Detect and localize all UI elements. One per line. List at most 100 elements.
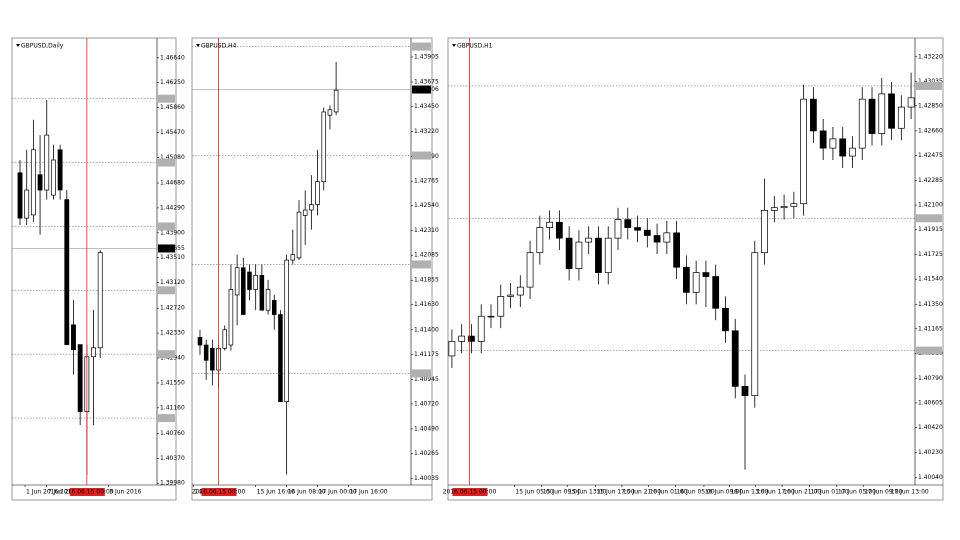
- candle-body: [546, 221, 553, 228]
- candle-body: [839, 138, 847, 157]
- x-tick-label: 16 Jun 17:00: [757, 489, 795, 496]
- candle-body: [565, 237, 573, 269]
- y-tick-label: 1.40040: [918, 474, 943, 481]
- level-tag: [412, 151, 431, 160]
- candle-body: [731, 330, 739, 387]
- chart-title: GBPUSD,H1: [457, 43, 493, 50]
- y-tick-label: 1.40230: [918, 449, 943, 456]
- y-tick-label: 1.43510: [160, 254, 185, 261]
- y-tick-label: 1.41915: [918, 226, 943, 233]
- candle-body: [780, 206, 788, 209]
- candle-body: [897, 106, 905, 129]
- y-tick-label: 1.40945: [414, 376, 439, 383]
- crosshair-tag: [452, 488, 488, 496]
- level-tag: [916, 346, 942, 355]
- candle-body: [692, 272, 700, 293]
- candle-body: [77, 344, 83, 413]
- candle-body: [37, 174, 43, 191]
- y-tick-label: 1.46640: [160, 54, 185, 61]
- x-tick-label: 1 Jun 2016: [26, 489, 58, 496]
- y-tick-label: 1.42475: [918, 152, 943, 159]
- y-tick-label: 1.43035: [918, 78, 943, 85]
- candle-body: [309, 204, 314, 211]
- candle-body: [653, 235, 661, 243]
- x-tick-label: 17 Jun 16:00: [349, 489, 387, 496]
- candle-body: [321, 111, 327, 183]
- candle-body: [516, 286, 524, 296]
- y-tick-label: 1.40370: [160, 455, 185, 462]
- candle-body: [458, 335, 466, 342]
- candle-body: [507, 294, 514, 297]
- candle-body: [290, 254, 296, 261]
- y-tick-label: 1.42100: [918, 202, 943, 209]
- candle-body: [284, 259, 289, 403]
- x-tick-label: 15 Jun 21:00: [623, 489, 661, 496]
- x-tick-label: 3 Jun 2016: [109, 489, 141, 496]
- candle-body: [259, 274, 265, 311]
- crosshair-tag: [69, 488, 105, 496]
- price-tag: [158, 244, 175, 253]
- candle-body: [477, 315, 485, 342]
- candle-body: [271, 300, 277, 315]
- candle-body: [829, 138, 837, 149]
- level-tag: [916, 214, 942, 223]
- candle-body: [327, 109, 333, 116]
- candle-body: [24, 189, 30, 219]
- candle-body: [487, 315, 495, 318]
- candle-body: [751, 252, 759, 397]
- candle-body: [234, 267, 240, 296]
- candle-body: [888, 93, 895, 129]
- level-tag: [412, 42, 431, 51]
- y-tick-label: 1.43905: [414, 53, 439, 60]
- candle-body: [595, 237, 602, 273]
- y-tick-label: 1.42660: [918, 127, 943, 134]
- y-tick-label: 1.41725: [918, 251, 943, 258]
- candle-body: [849, 147, 856, 157]
- x-tick-label: 16 Jun 09:00: [705, 489, 743, 496]
- candle-body: [819, 130, 827, 149]
- candle-body: [702, 272, 710, 277]
- level-tag: [916, 81, 942, 90]
- y-tick-label: 1.40420: [918, 424, 943, 431]
- candle-body: [241, 267, 246, 315]
- y-tick-label: 1.45080: [160, 154, 185, 161]
- candle-body: [683, 266, 690, 293]
- candle-body: [722, 307, 729, 332]
- y-tick-label: 1.41165: [918, 325, 943, 332]
- candle-body: [770, 207, 778, 211]
- y-tick-label: 1.46250: [160, 79, 185, 86]
- candle-body: [197, 337, 203, 346]
- level-tag: [158, 414, 175, 423]
- crosshair-label: 2016.06.15 00:00: [60, 489, 114, 496]
- y-tick-label: 1.42285: [918, 177, 943, 184]
- x-tick-label: 17 Jun 09:00: [864, 489, 902, 496]
- y-tick-label: 1.42330: [160, 330, 185, 337]
- candle-body: [643, 229, 651, 236]
- candle-body: [222, 329, 228, 349]
- y-tick-label: 1.40265: [414, 450, 439, 457]
- candle-body: [536, 227, 544, 254]
- x-tick-label: 16 Jun 08:00: [288, 489, 326, 496]
- y-tick-label: 1.41855: [414, 277, 439, 284]
- candle-body: [253, 274, 258, 290]
- chart-panel: [191, 37, 433, 501]
- candle-body: [800, 98, 808, 205]
- candle-body: [278, 314, 283, 403]
- crosshair-label: 2016.06.15 00:00: [443, 489, 497, 496]
- x-tick-label: 7 Jun 2016: [48, 489, 80, 496]
- x-tick-label: 15 Jun 17:00: [597, 489, 635, 496]
- candle-body: [878, 93, 886, 134]
- y-tick-label: 1.42765: [414, 178, 439, 185]
- chart-title: GBPUSD,Daily: [21, 43, 64, 50]
- price-tag-label: 1.43655: [160, 245, 185, 252]
- candle-body: [868, 98, 876, 134]
- y-tick-label: 1.40490: [414, 425, 439, 432]
- x-tick-label: 16 Jun 21:00: [783, 489, 821, 496]
- y-tick-label: 1.43450: [414, 103, 439, 110]
- y-tick-label: 1.42540: [414, 202, 439, 209]
- x-tick-label: 16 Jun 05:00: [677, 489, 715, 496]
- candle-body: [44, 134, 50, 191]
- candle-body: [210, 347, 215, 371]
- candle-body: [858, 98, 866, 149]
